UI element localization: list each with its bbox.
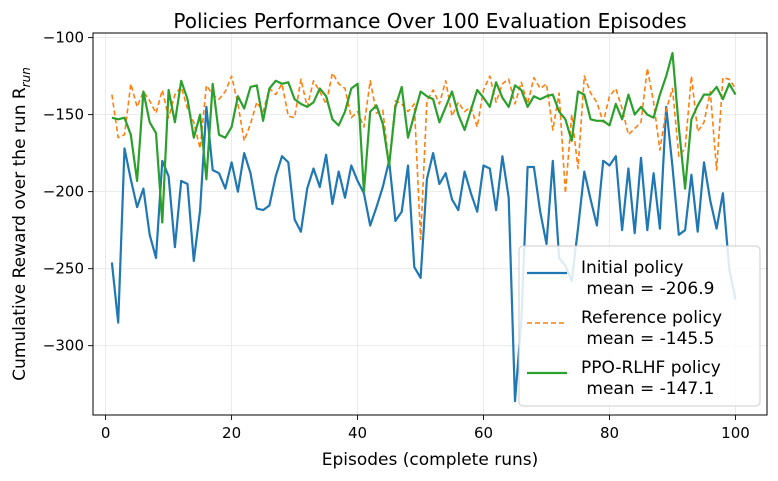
x-tick-label: 40	[348, 424, 367, 442]
y-tick-label: −200	[43, 183, 84, 201]
x-tick-label: 60	[474, 424, 493, 442]
y-tick-label: −250	[43, 260, 84, 278]
y-tick-label: −100	[43, 29, 84, 47]
series-line-0	[110, 105, 737, 403]
legend-label-1: Reference policy mean = -145.5	[581, 308, 722, 349]
x-tick-label: 100	[721, 424, 750, 442]
y-tick-label: −300	[43, 337, 84, 355]
x-tick-label: 0	[101, 424, 111, 442]
y-axis-label: Cumulative Reward over the run Rrun	[10, 67, 33, 381]
y-axis-label-main: Cumulative Reward over the run R	[10, 87, 30, 381]
axis-ticks: 0 20 40 60 80 100 −100 −150 −200 −250 −300	[43, 29, 750, 442]
y-tick-label: −150	[43, 106, 84, 124]
series-line-1	[111, 67, 737, 241]
legend-label-2: PPO-RLHF policy mean = -147.1	[581, 358, 721, 399]
series-line-2	[111, 51, 737, 224]
x-tick-label: 80	[600, 424, 619, 442]
x-axis-label: Episodes (complete runs)	[322, 450, 539, 470]
legend: Initial policy mean = -206.9 Reference po…	[518, 245, 761, 407]
legend-box	[518, 245, 761, 407]
y-axis-label-subscript: run	[19, 67, 33, 87]
legend-label-0: Initial policy mean = -206.9	[581, 258, 714, 299]
chart-title: Policies Performance Over 100 Evaluation…	[173, 9, 686, 33]
x-tick-label: 20	[222, 424, 241, 442]
plot-frame	[92, 32, 768, 416]
series-layer	[110, 51, 737, 403]
